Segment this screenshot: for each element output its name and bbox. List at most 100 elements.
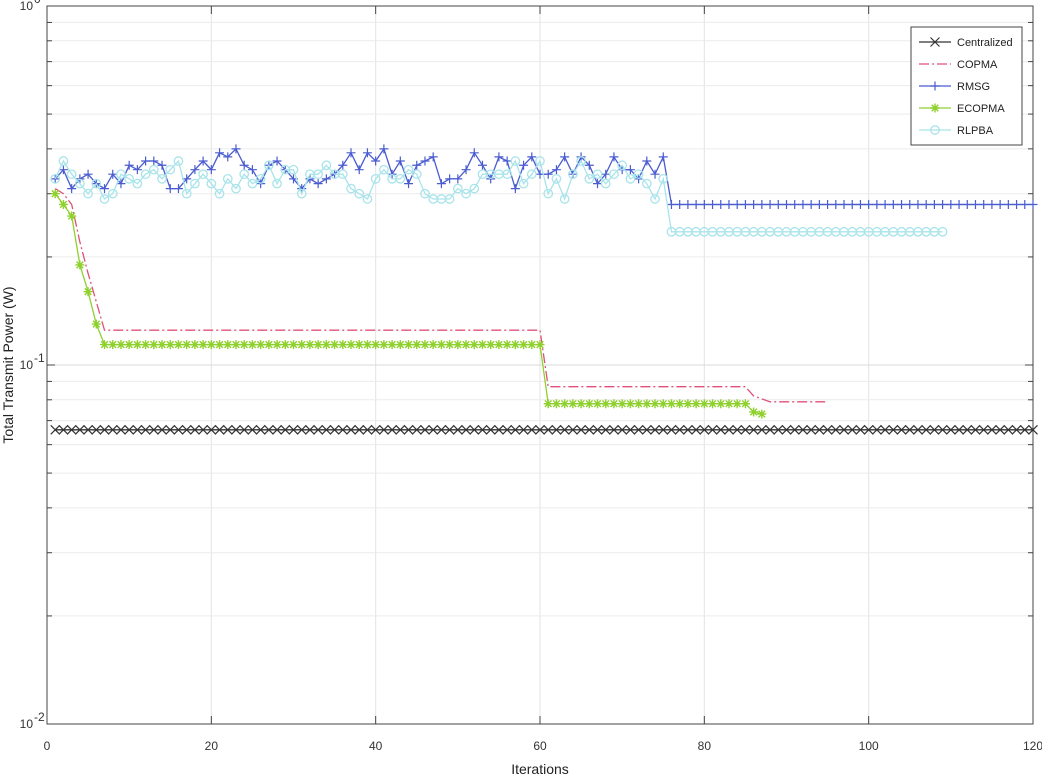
data-point-centralized: [214, 424, 225, 435]
data-point-rmsg: [798, 199, 808, 209]
data-point-rmsg: [749, 199, 759, 209]
data-point-rmsg: [708, 199, 718, 209]
data-point-rmsg: [58, 165, 68, 175]
data-point-centralized: [682, 424, 693, 435]
data-point-rmsg: [921, 199, 931, 209]
data-point-rmsg: [954, 199, 964, 209]
data-point-ecopma: [256, 340, 266, 350]
legend-marker-rmsg: [930, 81, 940, 91]
legend-label-centralized: Centralized: [957, 37, 1013, 49]
data-point-ecopma: [231, 340, 241, 350]
data-point-centralized: [970, 424, 981, 435]
data-point-rlpba: [543, 188, 554, 199]
data-point-centralized: [305, 424, 315, 435]
data-point-ecopma: [387, 340, 397, 350]
data-point-rmsg: [699, 199, 709, 209]
data-point-rlpba: [617, 160, 628, 171]
data-point-rmsg: [173, 184, 183, 194]
data-point-rlpba: [321, 160, 332, 171]
data-point-ecopma: [264, 340, 274, 350]
data-point-centralized: [658, 424, 669, 435]
data-point-rmsg: [182, 174, 192, 184]
data-point-centralized: [198, 424, 209, 435]
legend-marker-rlpba: [930, 125, 940, 135]
data-point-centralized: [452, 424, 463, 435]
data-point-centralized: [420, 424, 430, 435]
data-point-ecopma: [50, 189, 60, 199]
data-point-rmsg: [691, 199, 701, 209]
data-point-rlpba: [609, 169, 619, 180]
data-point-ecopma: [535, 340, 545, 350]
data-point-ecopma: [510, 340, 520, 350]
data-point-rmsg: [740, 199, 750, 209]
data-point-rlpba: [559, 194, 570, 204]
data-point-rmsg: [905, 199, 915, 209]
data-point-rmsg: [724, 199, 734, 209]
data-point-centralized: [798, 424, 808, 435]
data-point-ecopma: [412, 340, 422, 350]
data-point-ecopma: [313, 340, 323, 350]
data-point-centralized: [148, 424, 159, 435]
data-point-centralized: [403, 424, 414, 435]
data-point-ecopma: [346, 340, 356, 350]
data-point-rlpba: [346, 183, 356, 194]
data-point-rmsg: [527, 152, 537, 162]
data-point-rlpba: [650, 194, 660, 204]
y-tick-exponent: 0: [34, 0, 41, 6]
data-point-rmsg: [83, 169, 93, 179]
data-point-rlpba: [288, 164, 299, 175]
data-point-ecopma: [116, 340, 126, 350]
data-point-ecopma: [617, 399, 627, 409]
data-point-rmsg: [247, 165, 257, 175]
data-point-centralized: [66, 424, 77, 435]
data-point-centralized: [387, 424, 398, 435]
data-point-rlpba: [370, 174, 381, 184]
data-point-rlpba: [99, 194, 110, 204]
data-point-rmsg: [601, 169, 611, 179]
data-point-ecopma: [330, 340, 340, 350]
data-point-rlpba: [535, 156, 545, 166]
data-point-ecopma: [576, 399, 586, 409]
data-point-rmsg: [157, 160, 167, 170]
data-point-centralized: [789, 424, 800, 435]
data-point-centralized: [814, 424, 825, 435]
data-point-rmsg: [666, 199, 676, 209]
data-point-rmsg: [100, 184, 110, 194]
data-point-centralized: [535, 424, 545, 435]
data-point-centralized: [83, 424, 94, 435]
data-point-rlpba: [140, 169, 151, 180]
data-point-rmsg: [215, 148, 225, 158]
data-point-ecopma: [108, 340, 118, 350]
data-point-centralized: [847, 424, 858, 435]
data-point-ecopma: [157, 340, 167, 350]
data-point-rmsg: [494, 152, 504, 162]
data-point-centralized: [666, 424, 677, 435]
x-tick-label: 80: [698, 739, 712, 753]
data-point-ecopma: [149, 340, 159, 350]
data-point-centralized: [855, 424, 866, 435]
data-point-rmsg: [543, 169, 553, 179]
data-point-rmsg: [609, 152, 619, 162]
x-tick-label: 60: [533, 739, 547, 753]
data-point-rmsg: [880, 199, 890, 209]
data-point-centralized: [986, 424, 997, 435]
data-point-ecopma: [83, 287, 93, 297]
data-point-rlpba: [124, 174, 135, 184]
legend-label-rlpba: RLPBA: [957, 125, 994, 137]
data-point-ecopma: [321, 340, 331, 350]
data-point-ecopma: [428, 340, 438, 350]
data-point-rmsg: [453, 174, 463, 184]
data-point-rlpba: [395, 174, 406, 184]
data-point-centralized: [641, 424, 652, 435]
data-point-rlpba: [58, 156, 69, 166]
data-point-ecopma: [568, 399, 578, 409]
x-axis-label: Iterations: [511, 761, 569, 777]
data-point-centralized: [756, 424, 767, 435]
data-point-centralized: [222, 424, 233, 435]
data-point-rlpba: [337, 169, 348, 180]
data-point-ecopma: [625, 399, 635, 409]
legend-marker-centralized: [930, 37, 940, 47]
data-point-ecopma: [379, 340, 389, 350]
data-point-ecopma: [58, 199, 68, 209]
data-point-ecopma: [280, 340, 290, 350]
